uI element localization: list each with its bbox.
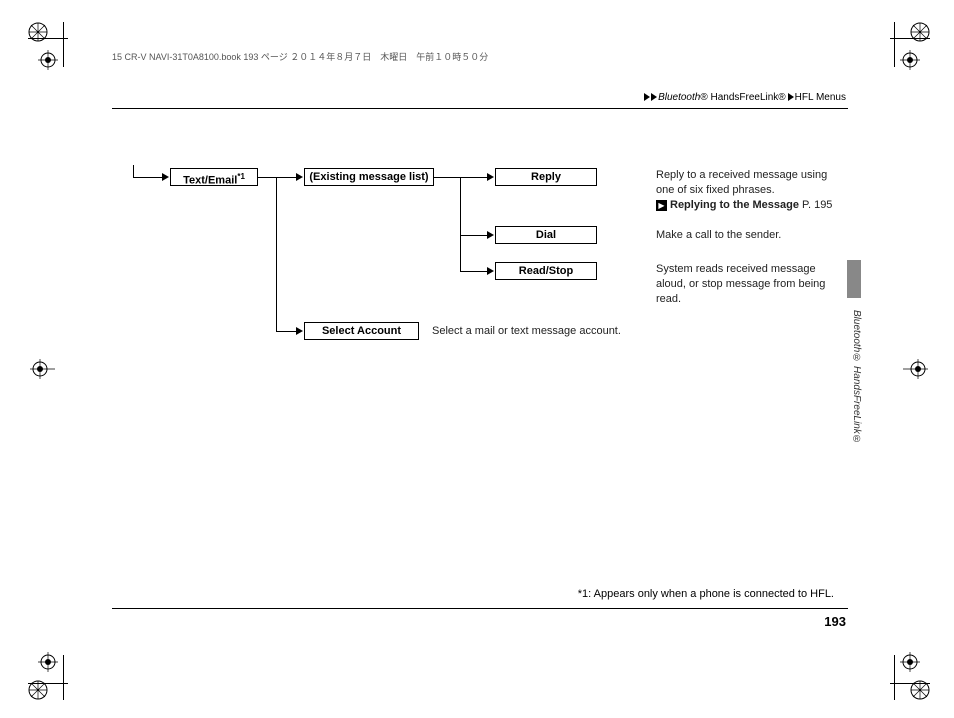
connector: [434, 177, 488, 178]
footnote: *1: Appears only when a phone is connect…: [578, 588, 834, 600]
page-number: 193: [824, 614, 846, 629]
regmark-mid-right: [878, 344, 928, 394]
connector: [133, 165, 134, 177]
box-select-account: Select Account: [304, 322, 419, 340]
breadcrumb-arrow-icon: [788, 93, 794, 101]
desc-reply-ref-page: P. 195: [799, 199, 832, 211]
breadcrumb-item-1-italic: Bluetooth: [658, 92, 700, 103]
breadcrumb-arrow-icon: [644, 93, 650, 101]
breadcrumb-item-1-rest: ® HandsFreeLink®: [700, 92, 785, 103]
connector: [276, 331, 296, 332]
connector: [276, 177, 277, 331]
box-text-email-label: Text/Email: [183, 175, 237, 187]
corner-rule-tr-h: [890, 38, 930, 39]
desc-reply-ref: Replying to the Message: [670, 199, 799, 211]
box-reply: Reply: [495, 168, 597, 186]
desc-select-account: Select a mail or text message account.: [432, 324, 682, 339]
regmark-top-right-2: [870, 50, 920, 100]
arrow-icon: [487, 173, 494, 181]
arrow-icon: [487, 231, 494, 239]
regmark-mid-left: [30, 344, 80, 394]
arrow-icon: [162, 173, 169, 181]
corner-rule-bl-h: [28, 683, 68, 684]
arrow-icon: [296, 327, 303, 335]
arrow-icon: [296, 173, 303, 181]
header-rule: [112, 108, 848, 109]
corner-rule-tl-v: [63, 22, 64, 67]
breadcrumb: Bluetooth® HandsFreeLink® HFL Menus: [644, 92, 846, 103]
footer-rule: [112, 608, 848, 609]
section-tab: [847, 260, 861, 298]
corner-rule-br-h: [890, 683, 930, 684]
section-tab-label: Bluetooth® HandsFreeLink®: [851, 310, 862, 445]
arrow-icon: [487, 267, 494, 275]
box-existing-message-list: (Existing message list): [304, 168, 434, 186]
desc-reply: Reply to a received message using one of…: [656, 168, 846, 213]
page-root: 15 CR-V NAVI-31T0A8100.book 193 ページ ２０１４…: [0, 0, 954, 718]
corner-rule-tl-h: [28, 38, 68, 39]
breadcrumb-item-2: HFL Menus: [795, 92, 846, 103]
connector: [460, 235, 488, 236]
link-ref-icon: ▶: [656, 200, 667, 211]
regmark-bottom-right-2: [870, 622, 920, 672]
print-header: 15 CR-V NAVI-31T0A8100.book 193 ページ ２０１４…: [112, 50, 848, 63]
box-dial: Dial: [495, 226, 597, 244]
box-text-email-sup: *1: [237, 172, 245, 181]
corner-rule-tr-v: [894, 22, 895, 67]
breadcrumb-arrow-icon: [651, 93, 657, 101]
box-read-stop: Read/Stop: [495, 262, 597, 280]
connector: [460, 271, 488, 272]
connector: [133, 177, 163, 178]
connector: [460, 177, 461, 271]
box-text-email: Text/Email*1: [170, 168, 258, 186]
connector: [258, 177, 296, 178]
corner-rule-bl-v: [63, 655, 64, 700]
desc-dial: Make a call to the sender.: [656, 228, 846, 243]
desc-read-stop: System reads received message aloud, or …: [656, 262, 846, 307]
corner-rule-br-v: [894, 655, 895, 700]
desc-reply-text: Reply to a received message using one of…: [656, 169, 827, 196]
